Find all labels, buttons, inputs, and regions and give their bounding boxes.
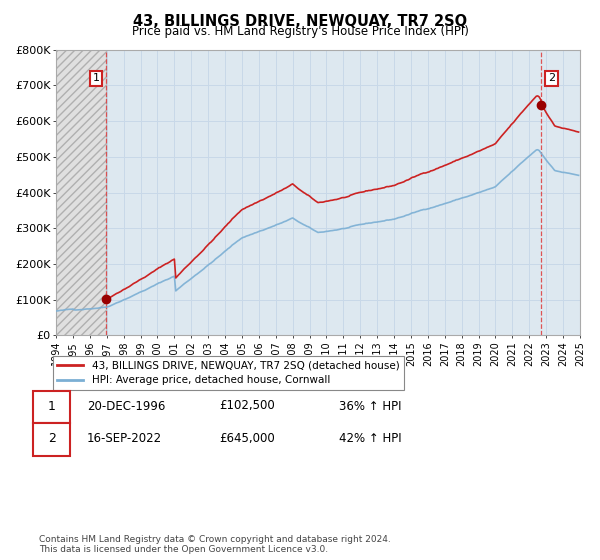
- Text: 36% ↑ HPI: 36% ↑ HPI: [339, 399, 401, 413]
- Text: 2: 2: [47, 432, 56, 445]
- Text: 1: 1: [47, 399, 56, 413]
- Text: Price paid vs. HM Land Registry's House Price Index (HPI): Price paid vs. HM Land Registry's House …: [131, 25, 469, 38]
- Text: £645,000: £645,000: [219, 432, 275, 445]
- Text: £102,500: £102,500: [219, 399, 275, 413]
- Text: 1: 1: [92, 73, 100, 83]
- Bar: [56, 50, 106, 335]
- Text: 2: 2: [548, 73, 555, 83]
- Text: 20-DEC-1996: 20-DEC-1996: [87, 399, 166, 413]
- Text: 43, BILLINGS DRIVE, NEWQUAY, TR7 2SQ: 43, BILLINGS DRIVE, NEWQUAY, TR7 2SQ: [133, 14, 467, 29]
- Text: Contains HM Land Registry data © Crown copyright and database right 2024.
This d: Contains HM Land Registry data © Crown c…: [39, 535, 391, 554]
- Text: 16-SEP-2022: 16-SEP-2022: [87, 432, 162, 445]
- Legend: 43, BILLINGS DRIVE, NEWQUAY, TR7 2SQ (detached house), HPI: Average price, detac: 43, BILLINGS DRIVE, NEWQUAY, TR7 2SQ (de…: [53, 356, 404, 390]
- Text: 42% ↑ HPI: 42% ↑ HPI: [339, 432, 401, 445]
